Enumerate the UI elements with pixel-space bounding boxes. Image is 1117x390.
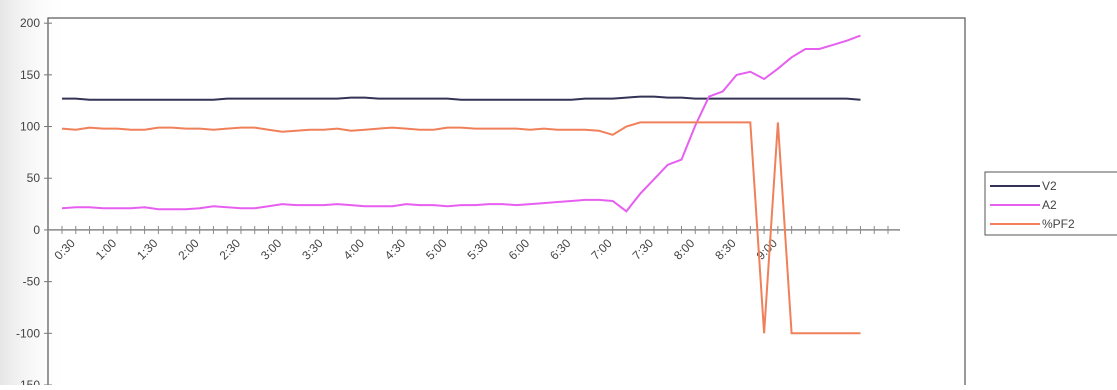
legend-label: A2 (1042, 198, 1057, 212)
x-tick-label: 6:30 (547, 236, 574, 263)
x-tick-label: 2:30 (217, 236, 244, 263)
x-tick-label: 4:00 (341, 236, 368, 263)
y-tick-label: -50 (23, 275, 41, 289)
y-tick-label: -100 (16, 326, 40, 340)
photo-shade (0, 0, 70, 385)
series-line (61, 121, 861, 335)
y-tick-label: -150 (16, 378, 40, 385)
series-line (61, 34, 861, 213)
x-tick-label: 6:00 (506, 236, 533, 263)
x-tick-label: 7:30 (630, 236, 657, 263)
y-tick-label: 100 (20, 120, 40, 134)
x-tick-label: 8:00 (671, 236, 698, 263)
x-tick-label: 3:30 (299, 236, 326, 263)
x-tick-label: 8:30 (712, 236, 739, 263)
x-tick-label: 4:30 (382, 236, 409, 263)
x-tick-label: 3:00 (258, 236, 285, 263)
plot-frame (47, 17, 966, 390)
legend-label: %PF2 (1042, 217, 1075, 231)
y-tick-label: 0 (33, 223, 40, 237)
x-tick-label: 7:00 (588, 236, 615, 263)
x-tick-label: 1:30 (134, 236, 161, 263)
x-tick-label: 1:00 (93, 236, 120, 263)
x-tick-label: 5:00 (423, 236, 450, 263)
legend-label: V2 (1042, 179, 1057, 193)
series-line (62, 95, 861, 101)
y-tick-label: 150 (20, 68, 40, 82)
y-tick-label: 50 (27, 171, 41, 185)
x-tick-label: 5:30 (464, 236, 491, 263)
y-tick-label: 200 (20, 16, 40, 30)
x-tick-label: 2:00 (175, 236, 202, 263)
